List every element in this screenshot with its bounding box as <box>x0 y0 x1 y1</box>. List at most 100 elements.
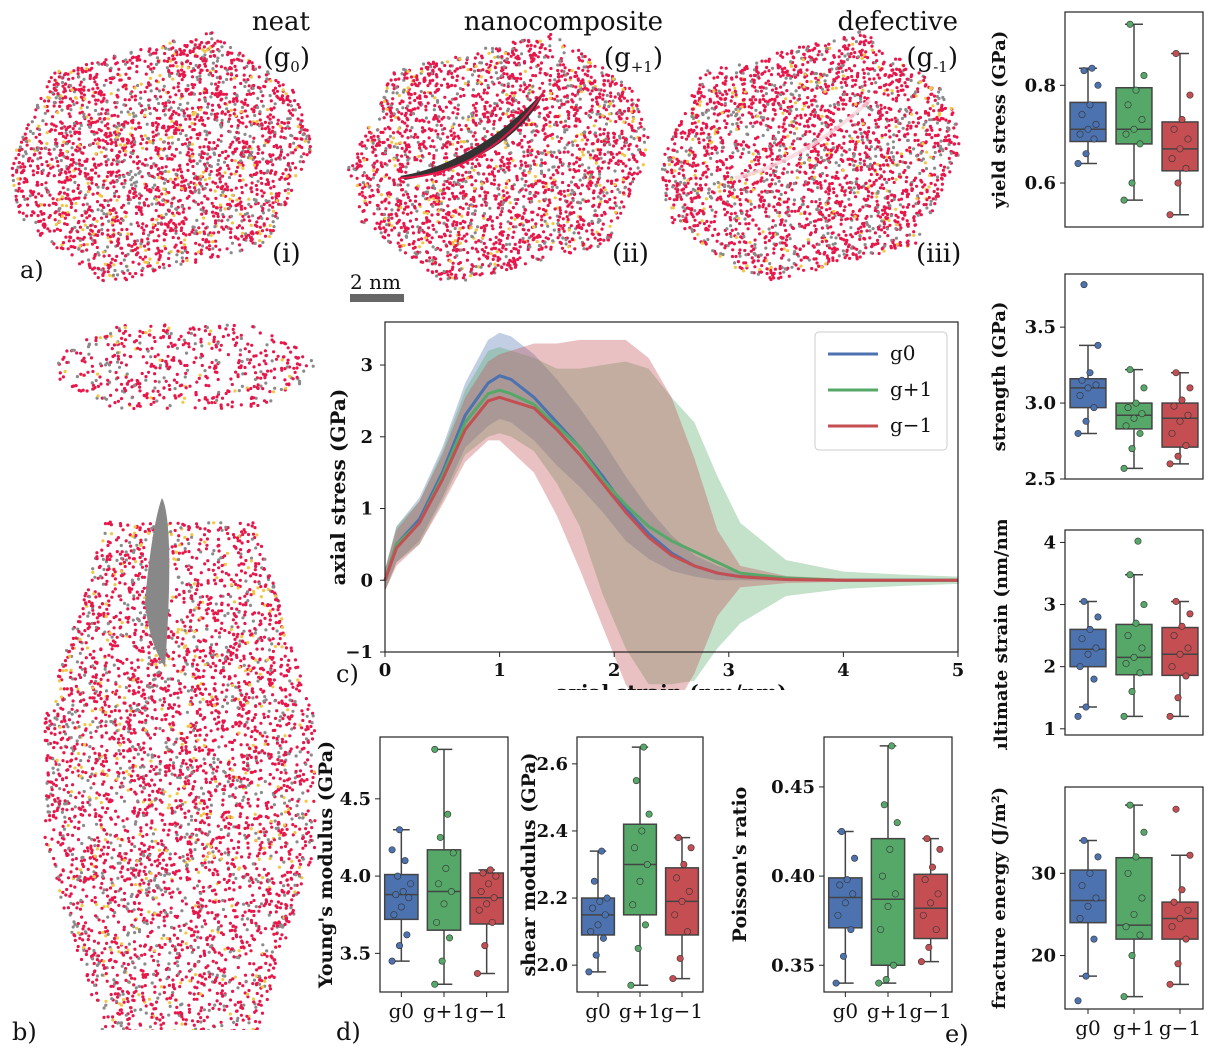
data-point <box>836 881 844 889</box>
data-point <box>685 887 693 895</box>
x-tick-label: g+1 <box>619 999 661 1023</box>
data-point <box>834 911 842 919</box>
box-g0 <box>580 847 616 976</box>
data-point <box>1140 828 1148 836</box>
data-point <box>839 952 847 960</box>
data-point <box>888 742 896 750</box>
data-point <box>1138 410 1146 418</box>
data-point <box>1136 931 1144 939</box>
data-point <box>1122 660 1130 668</box>
data-point <box>1174 179 1182 187</box>
y-tick-label: 1 <box>1043 719 1056 740</box>
data-point <box>390 911 398 919</box>
atom-cluster-top <box>57 323 315 411</box>
data-point <box>1086 369 1094 377</box>
data-point <box>1174 960 1182 968</box>
y-tick-label: 3.5 <box>340 943 371 964</box>
youngs-modulus-boxplot: 3.5 4.0 4.5 g0 g+1 g−1 Young's modulus (GPa) <box>315 736 509 1023</box>
panel-label-d: d) <box>336 1018 361 1046</box>
data-point <box>1136 669 1144 677</box>
data-point <box>629 901 637 909</box>
data-point <box>1092 894 1100 902</box>
data-point <box>1182 672 1190 680</box>
data-point <box>687 844 695 852</box>
data-point <box>921 876 929 884</box>
data-point <box>1132 399 1140 407</box>
data-point <box>1120 464 1128 472</box>
data-point <box>676 954 684 962</box>
data-point <box>919 911 927 919</box>
data-point <box>678 897 686 905</box>
panel-label-e: e) <box>945 1020 969 1048</box>
data-point <box>598 847 606 855</box>
data-point <box>1166 460 1174 468</box>
data-point <box>1178 396 1186 404</box>
defect-crack <box>734 98 872 180</box>
data-point <box>1094 81 1102 89</box>
data-point <box>592 951 600 959</box>
x-tick-label: 0 <box>379 660 392 681</box>
data-point <box>492 872 500 880</box>
y-tick-label: 4.5 <box>340 789 371 810</box>
data-point <box>1174 452 1182 460</box>
data-point <box>1088 64 1096 72</box>
data-point <box>1122 130 1130 138</box>
data-point <box>1082 972 1090 980</box>
data-point <box>395 826 403 834</box>
box-gm1 <box>1161 50 1199 219</box>
data-point <box>399 888 407 896</box>
data-point <box>1172 369 1180 377</box>
snapshot-group-neat: (g0) <box>263 43 311 77</box>
legend-label-gp1: g+1 <box>890 377 932 401</box>
x-tick-label: g−1 <box>661 999 703 1023</box>
data-point <box>392 891 400 899</box>
data-point <box>1138 116 1146 124</box>
box-gm1 <box>1161 805 1199 988</box>
data-point <box>1084 125 1092 133</box>
band-g0 <box>385 332 958 592</box>
plot-frame <box>1064 529 1204 736</box>
box-gm1 <box>469 866 505 977</box>
data-point <box>1120 712 1128 720</box>
data-point <box>449 849 457 857</box>
data-point <box>1078 635 1086 643</box>
data-point <box>603 894 611 902</box>
data-point <box>1080 597 1088 605</box>
y-axis-label: shear modulus (GPa) <box>518 752 540 976</box>
y-tick-label: 3 <box>1043 595 1056 616</box>
snapshot-title-nanocomposite: nanocomposite <box>463 7 663 37</box>
y-axis-label: fracture energy (J/m²) <box>989 787 1010 1009</box>
box-g0 <box>1069 597 1107 720</box>
data-point <box>1074 159 1082 167</box>
y-tick-label: −1 <box>345 642 373 663</box>
data-point <box>632 777 640 785</box>
y-tick-label: 0.35 <box>771 955 815 976</box>
data-point <box>927 899 935 907</box>
panel-label-b: b) <box>12 1018 37 1046</box>
data-point <box>488 918 496 926</box>
data-point <box>1086 869 1094 877</box>
x-tick-label: g0 <box>585 999 611 1023</box>
data-point <box>1182 442 1190 450</box>
box-g0 <box>1069 64 1107 167</box>
x-tick-label: 3 <box>723 660 736 681</box>
data-point <box>1130 414 1138 422</box>
data-point <box>1182 164 1190 172</box>
data-point <box>585 968 593 976</box>
snapshot-nanocomposite <box>347 32 650 282</box>
data-point <box>832 979 840 987</box>
box-gp1 <box>870 742 906 987</box>
data-point <box>934 890 942 898</box>
data-point <box>477 888 485 896</box>
data-point <box>590 877 598 885</box>
y-tick-label: 0.6 <box>1025 173 1056 194</box>
panel-label-c: c) <box>336 660 359 688</box>
snapshot-fracture-column <box>43 323 317 1030</box>
data-point <box>446 934 454 942</box>
data-point <box>1140 384 1148 392</box>
data-point <box>1176 650 1184 658</box>
y-tick-label: 1 <box>360 499 373 520</box>
y-tick-label: 2 <box>360 427 373 448</box>
data-point <box>1074 429 1082 437</box>
shear-modulus-boxplot: 2.0 2.2 2.4 2.6 g0 g+1 g−1 shear modulus (GPa) <box>518 736 704 1023</box>
